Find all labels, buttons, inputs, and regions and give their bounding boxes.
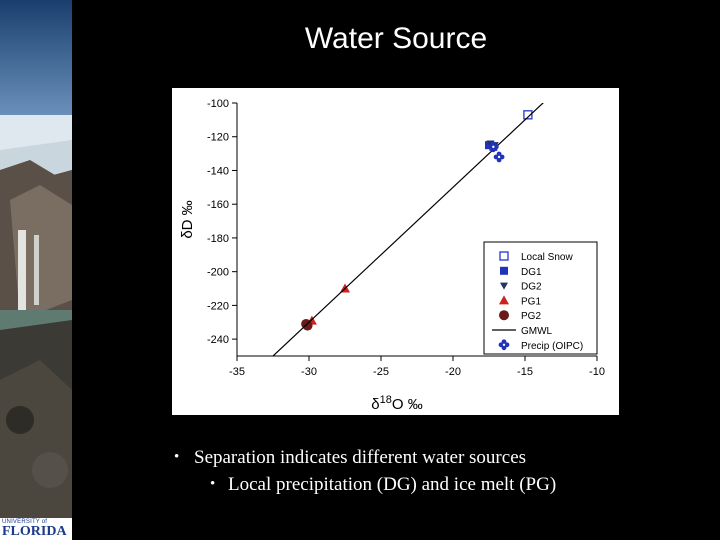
- legend-label: DG1: [521, 267, 542, 278]
- x-tick-label: -35: [229, 366, 245, 378]
- y-axis-label: δD ‰: [179, 200, 196, 238]
- marker-petal: [498, 342, 504, 348]
- legend-item: Precip (OIPC): [498, 339, 583, 352]
- legend-item: DG1: [500, 266, 542, 278]
- marker-center: [502, 343, 506, 346]
- marker-petal: [493, 154, 499, 160]
- bullet-text: Separation indicates different water sou…: [194, 447, 527, 468]
- marker-petal: [496, 157, 502, 163]
- legend-marker: [498, 339, 510, 351]
- chart-panel: -100 -120 -140 -160 -180 -200 -220 -240 -35 -30 -2…: [172, 88, 619, 415]
- legend-label: Local Snow: [521, 252, 573, 263]
- marker-petal: [490, 147, 496, 153]
- logo-main-text: FLORIDA: [2, 524, 67, 539]
- y-tick-label: -240: [207, 334, 229, 346]
- x-tick-label: -10: [589, 366, 605, 378]
- y-tick-label: -120: [207, 132, 229, 144]
- legend-item: PG1: [499, 295, 541, 307]
- legend-marker: [499, 310, 509, 321]
- x-tick-label: -30: [301, 366, 317, 378]
- legend-label: GMWL: [521, 326, 553, 337]
- legend-marker: [499, 251, 509, 261]
- marker-petal: [499, 154, 505, 160]
- x-tick-label: -20: [445, 366, 461, 378]
- logo-top-text: UNIVERSITY of: [2, 519, 48, 525]
- legend-label: PG2: [521, 311, 541, 322]
- sub-bullet-item: • Local precipitation (DG) and ice melt …: [172, 471, 556, 498]
- data-point-local-snow: [523, 110, 533, 120]
- marker-petal: [504, 342, 510, 348]
- chart-legend: Local Snow DG1 DG2 PG1 PG2 GMWL Precip (OIPC): [483, 241, 598, 355]
- legend-item: DG2: [500, 282, 542, 293]
- university-of-florida-logo: UNIVERSITY of FLORIDA: [0, 518, 72, 540]
- bullet-item: • Separation indicates different water s…: [172, 444, 556, 471]
- x-tick-label: -15: [517, 366, 533, 378]
- bullet-text: Local precipitation (DG) and ice melt (P…: [228, 474, 557, 495]
- marker-petal: [501, 345, 507, 351]
- x-tick-label: -25: [373, 366, 389, 378]
- bullet-dot: •: [174, 449, 180, 465]
- x-axis-label: δ18O ‰: [371, 394, 422, 413]
- y-tick-label: -140: [207, 165, 229, 177]
- data-point-pg2: [302, 320, 313, 331]
- legend-item: Local Snow: [499, 251, 573, 263]
- series-line-gmwl: [272, 103, 544, 356]
- legend-label: DG2: [521, 282, 542, 293]
- legend-label: Precip (OIPC): [521, 341, 583, 352]
- glacier-photo: [0, 0, 72, 540]
- marker-center: [492, 145, 495, 149]
- marker-petal: [496, 151, 502, 157]
- marker-petal: [487, 144, 493, 150]
- y-tick-label: -220: [207, 300, 229, 312]
- marker-petal: [493, 144, 499, 150]
- bullet-dot: •: [210, 476, 216, 492]
- legend-marker: [500, 282, 508, 290]
- data-point-precip-oipc: [487, 141, 499, 153]
- legend-label: PG1: [521, 296, 541, 307]
- y-tick-label: -100: [207, 98, 229, 110]
- legend-marker: [500, 266, 508, 275]
- legend-marker: [499, 295, 509, 305]
- scatter-chart: -100 -120 -140 -160 -180 -200 -220 -240 -35 -30 -2…: [179, 98, 605, 413]
- marker-center: [497, 155, 501, 159]
- bullet-list: • Separation indicates different water s…: [172, 444, 556, 498]
- data-point-precip-oipc: [493, 151, 505, 163]
- marker-petal: [490, 141, 496, 147]
- y-tick-label: -180: [207, 233, 229, 245]
- legend-item: GMWL: [492, 326, 553, 337]
- marker-petal: [501, 339, 507, 345]
- slide-title: Water Source: [304, 22, 488, 55]
- legend-item: PG2: [499, 310, 541, 322]
- y-tick-label: -160: [207, 199, 229, 211]
- y-tick-label: -200: [207, 267, 229, 279]
